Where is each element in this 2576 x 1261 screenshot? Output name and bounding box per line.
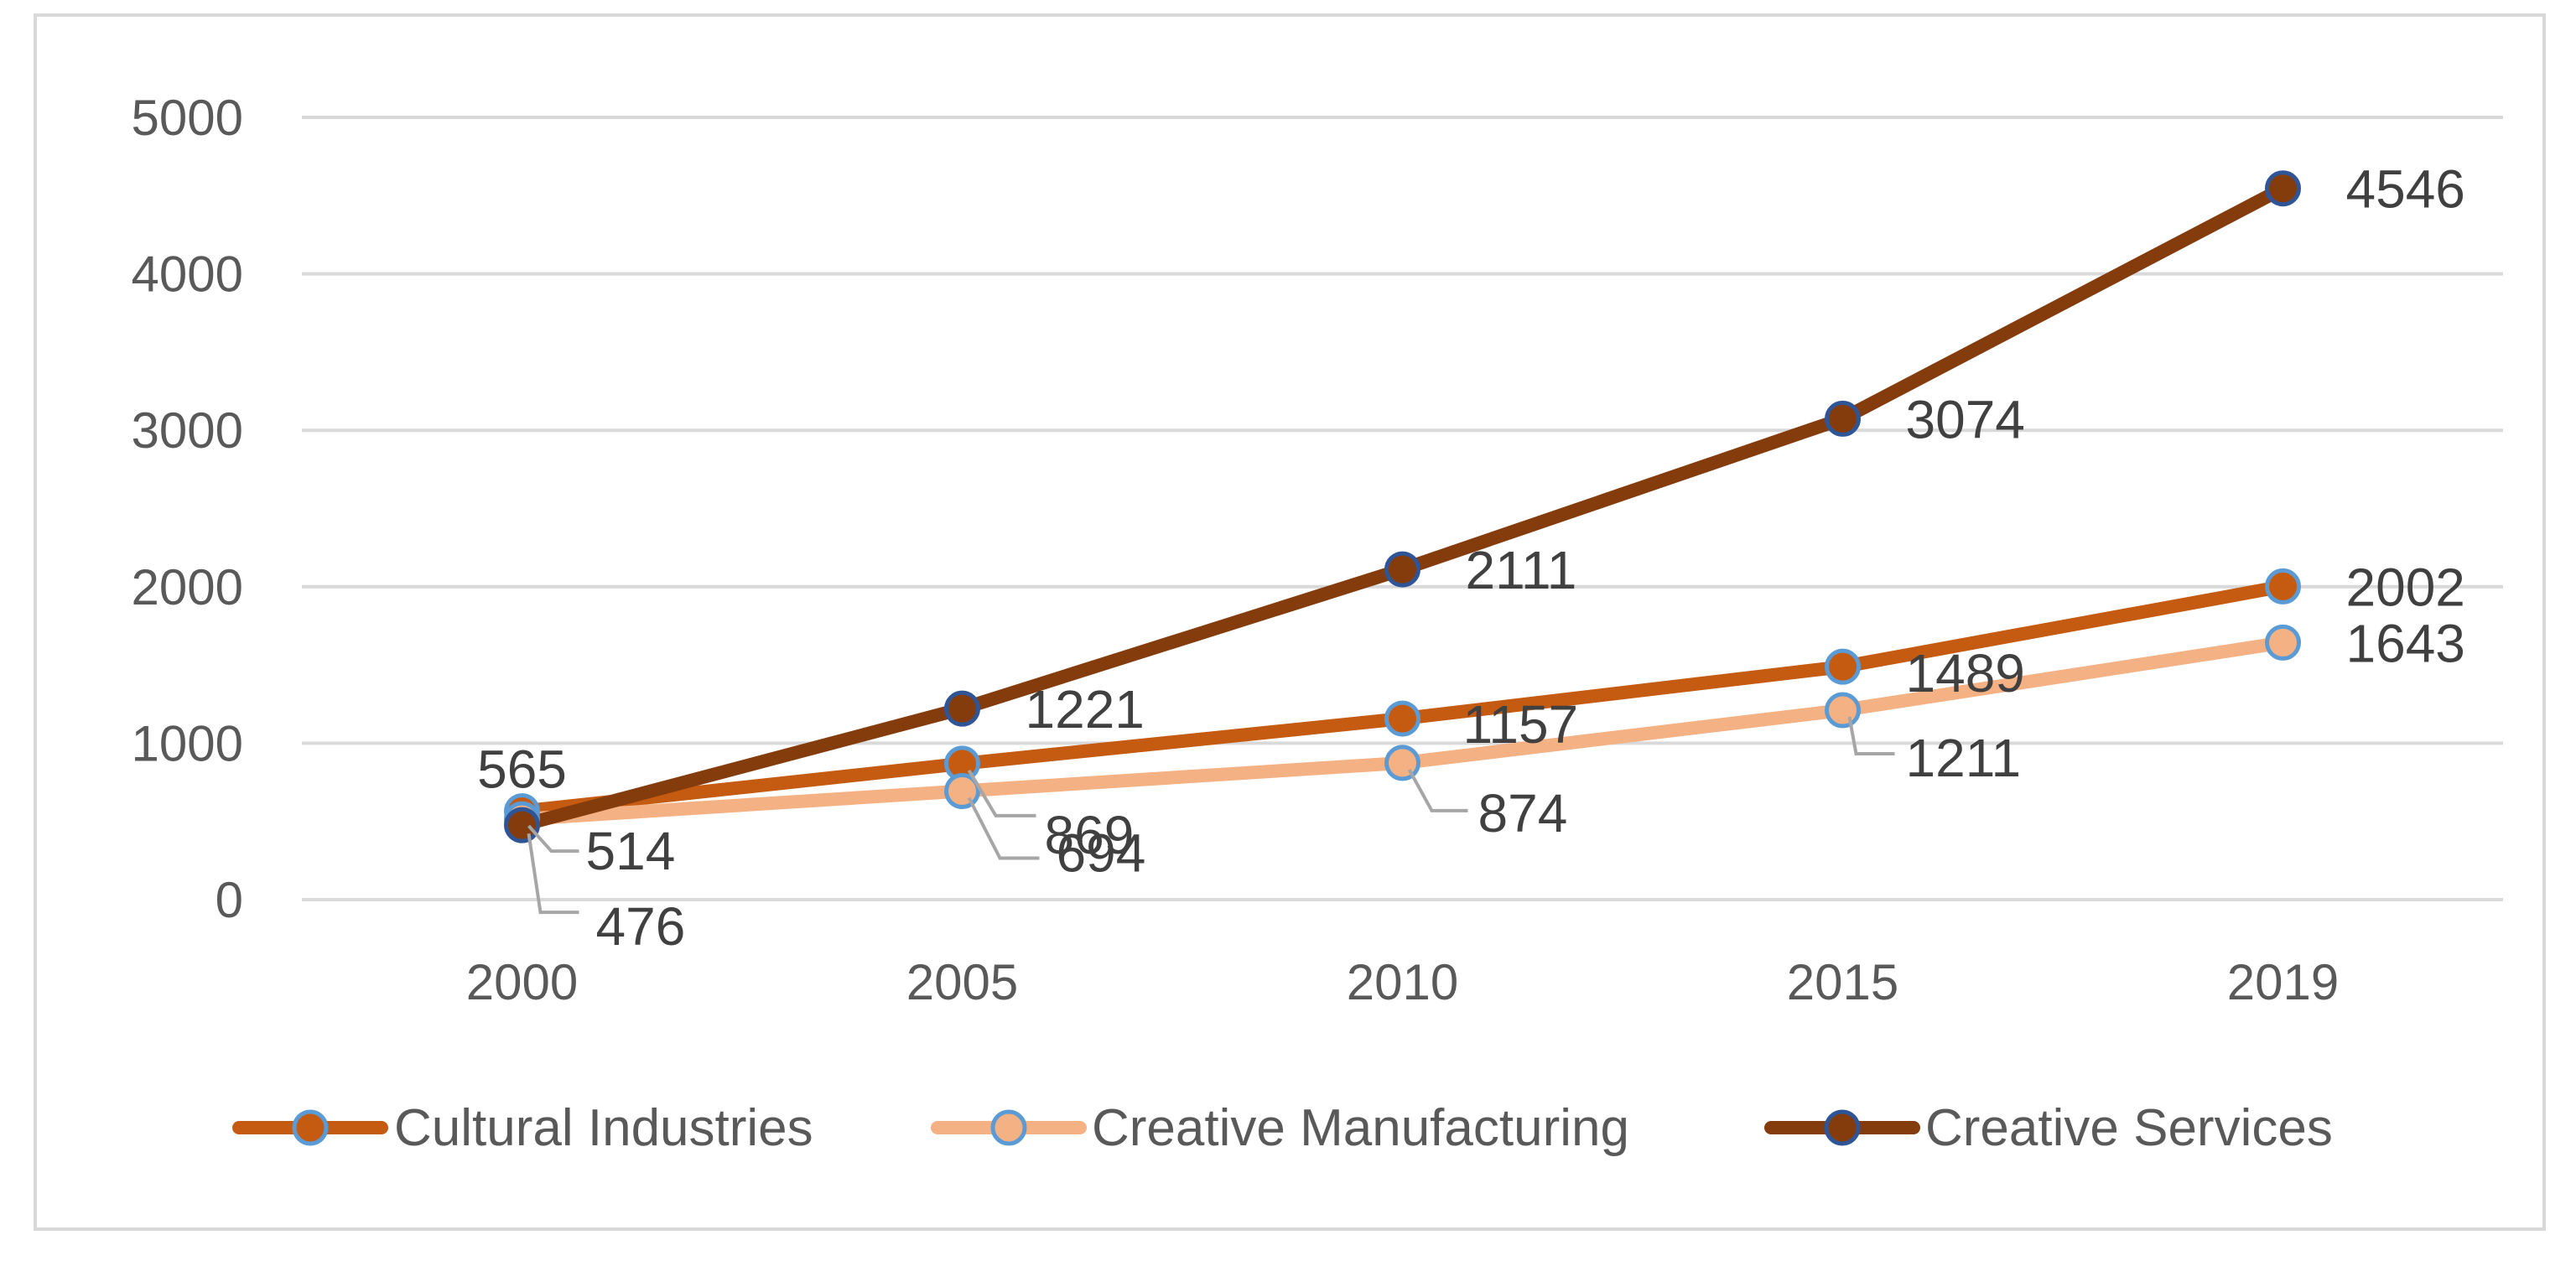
legend-label: Creative Manufacturing — [1092, 1099, 1629, 1157]
data-point — [1825, 400, 1861, 437]
data-label: 1211 — [1906, 728, 2022, 788]
data-point — [1384, 700, 1420, 737]
chart-frame — [34, 13, 2546, 1231]
label-leader-line — [527, 824, 579, 854]
data-label: 1643 — [2346, 613, 2465, 673]
x-tick-label: 2010 — [1347, 954, 1458, 1010]
data-label: 694 — [1057, 823, 1146, 883]
data-label: 4546 — [2346, 159, 2465, 220]
y-tick-label: 4000 — [132, 246, 243, 303]
legend-marker — [292, 1109, 329, 1146]
y-tick-label: 5000 — [132, 90, 243, 146]
y-tick-label: 1000 — [132, 715, 243, 771]
label-leader-line — [527, 833, 579, 915]
data-point — [1384, 551, 1420, 588]
x-tick-label: 2019 — [2227, 954, 2339, 1010]
label-leader-line — [967, 769, 1036, 817]
data-point — [2265, 170, 2301, 207]
gridlines — [302, 116, 2503, 901]
y-axis-ticks: 0 1000 2000 3000 4000 5000 — [132, 90, 243, 928]
data-label: 869 — [1045, 805, 1135, 865]
legend-marker — [990, 1109, 1027, 1146]
y-tick-label: 3000 — [132, 402, 243, 459]
label-leader-lines — [527, 716, 1895, 915]
legend-label: Creative Services — [1925, 1099, 2333, 1157]
data-point — [2265, 624, 2301, 661]
data-label: 3074 — [1906, 389, 2025, 449]
data-label: 514 — [586, 821, 676, 881]
data-point — [944, 690, 980, 727]
legend: Cultural Industries Creative Manufacturin… — [232, 1099, 2333, 1157]
x-tick-label: 2015 — [1787, 954, 1898, 1010]
label-leader-line — [1847, 716, 1895, 756]
data-label: 2002 — [2346, 557, 2465, 617]
data-label: 565 — [477, 739, 567, 800]
legend-label: Cultural Industries — [394, 1099, 813, 1157]
y-tick-label: 2000 — [132, 559, 243, 615]
label-leader-line — [1407, 768, 1468, 812]
x-axis-ticks: 2000 2005 2010 2015 2019 — [466, 954, 2339, 1010]
legend-marker — [1824, 1109, 1861, 1146]
data-point — [1384, 745, 1420, 781]
x-tick-label: 2000 — [466, 954, 578, 1010]
data-point — [1825, 648, 1861, 685]
data-point — [504, 807, 540, 843]
data-label: 1157 — [1463, 694, 1579, 755]
data-point — [2265, 568, 2301, 605]
label-leader-line — [967, 797, 1040, 860]
data-point — [1825, 692, 1861, 729]
x-tick-label: 2005 — [906, 954, 1018, 1010]
data-label: 1489 — [1906, 643, 2025, 703]
data-label: 2111 — [1466, 540, 1577, 600]
data-label: 1221 — [1026, 679, 1145, 739]
data-label: 476 — [596, 896, 686, 957]
y-tick-label: 0 — [216, 872, 243, 928]
data-label: 874 — [1478, 783, 1568, 843]
data-labels: 565 869 1157 1489 2002 514 694 874 1211 1643 476 12… — [477, 159, 2465, 957]
